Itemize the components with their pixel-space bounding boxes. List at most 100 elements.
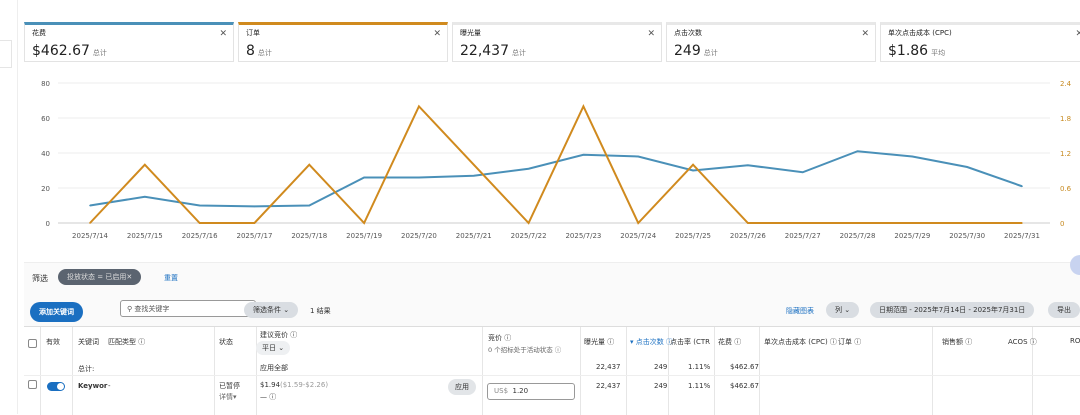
metric-card-orders[interactable]: 订单 8 总计 ✕ [238,22,448,62]
data-point [1021,222,1023,224]
header-impressions[interactable]: 曝光量 ⓘ [584,338,615,346]
date-range-button[interactable]: 日期范围 - 2025年7月14日 - 2025年7月31日 [870,302,1035,318]
left-tick-label: 40 [41,150,50,158]
close-icon[interactable]: ✕ [1075,29,1080,39]
header-suggested-bid[interactable]: 建议竞价 ⓘ [260,331,298,339]
filter-chip[interactable]: 投放状态 = 已启用✕ [58,269,142,285]
right-tick-label: 0.6 [1060,185,1072,193]
active-toggle[interactable] [47,382,65,391]
header-active: 有效 [46,338,60,346]
export-button[interactable]: 导出 [1048,302,1080,318]
select-all-checkbox[interactable] [28,339,37,348]
row-impressions: 22,437 [596,382,621,390]
right-tick-label: 2.4 [1060,80,1072,88]
data-point [253,222,256,224]
header-clicks[interactable]: ▾ 点击次数 ⓘ [630,338,673,346]
metric-cards: 花费 $462.67 总计 ✕ 订单 8 总计 ✕ 曝光量 22,437 总计 ✕ 点击次数 249… [24,22,1080,62]
header-keyword[interactable]: 关键词 [78,338,99,346]
data-point [582,105,585,108]
data-point [363,176,365,179]
header-spend[interactable]: 花费 ⓘ [718,338,742,346]
data-point [856,222,859,224]
metric-label: 订单 [246,29,260,37]
header-bid[interactable]: 竞价 ⓘ [488,334,512,342]
data-point [418,176,420,179]
metric-card-impressions[interactable]: 曝光量 22,437 总计 ✕ [452,22,662,62]
x-tick-label: 2025/7/15 [127,232,163,240]
filter-conditions-button[interactable]: 筛选条件 ⌄ [244,302,299,318]
data-point [911,155,914,158]
data-point [1021,185,1023,188]
keyword-table: 有效 关键词 匹配类型 ⓘ 状态 建议竞价 ⓘ 平日 ⌄ 应用全部 竞价 ⓘ 0… [24,326,1080,415]
metric-suffix: 平均 [931,49,946,57]
reset-link[interactable]: 重置 [164,274,178,282]
row-clicks: 249 [654,382,668,390]
metric-label: 单次点击成本 (CPC) [888,29,952,37]
header-ctr[interactable]: 点击率 (CTR [670,338,710,346]
row-checkbox[interactable] [28,380,37,389]
metric-label: 曝光量 [460,29,481,37]
row-ctr: 1.11% [688,382,711,390]
total-label: 总计: [78,365,95,373]
apply-all-link[interactable]: 应用全部 [260,364,288,372]
close-icon[interactable]: ✕ [647,29,655,39]
keyword-text[interactable]: Keywor [78,382,108,390]
header-sales[interactable]: 销售额 ⓘ [942,338,973,346]
x-tick-label: 2025/7/23 [565,232,601,240]
data-point [637,155,640,158]
header-roas[interactable]: RO [1070,337,1080,345]
x-tick-label: 2025/7/21 [456,232,492,240]
floating-help-button[interactable] [1070,255,1080,275]
total-impressions: 22,437 [596,363,621,371]
data-point [253,205,256,208]
hide-chart-link[interactable]: 隐藏图表 [786,307,814,315]
metric-card-spend[interactable]: 花费 $462.67 总计 ✕ [24,22,234,62]
close-icon[interactable]: ✕ [861,29,869,39]
data-point [747,222,749,224]
x-tick-label: 2025/7/14 [72,232,108,240]
data-point [692,163,694,166]
x-tick-label: 2025/7/20 [401,232,437,240]
data-point [966,166,968,168]
series-line-left [89,150,1023,208]
data-point [966,222,968,224]
data-point [89,204,91,207]
close-icon[interactable]: ✕ [433,29,441,39]
metric-value: $1.86 [888,43,929,59]
data-point [527,167,530,170]
x-tick-label: 2025/7/28 [840,232,876,240]
weekday-select[interactable]: 平日 ⌄ [256,341,291,355]
metric-suffix: 总计 [512,49,526,57]
search-placeholder: 查找关键字 [134,305,170,313]
search-icon: ⚲ [127,305,135,313]
metric-card-cpc[interactable]: 单次点击成本 (CPC) $1.86 平均 ✕ [880,22,1080,62]
active-bids-note: 0 个招标处于活动状态 ⓘ [488,346,562,354]
metric-value: $462.67 [32,43,90,59]
header-status[interactable]: 状态 [219,338,233,346]
left-tick-label: 0 [46,220,50,228]
x-tick-label: 2025/7/17 [237,232,273,240]
header-acos[interactable]: ACOS ⓘ [1008,338,1037,346]
header-orders[interactable]: 订单 ⓘ [838,338,862,346]
search-input[interactable]: ⚲ 查找关键字 [120,300,256,317]
header-match-type[interactable]: 匹配类型 ⓘ [108,338,146,346]
total-ctr: 1.11% [688,363,711,371]
currency-label: US$ [494,387,509,395]
details-dropdown[interactable]: 详情▾ [219,393,237,401]
data-point [89,222,91,224]
data-point [637,222,640,224]
add-keyword-button[interactable]: 添加关键词 [30,302,83,322]
bid-input[interactable]: US$ 1.20 [487,383,575,400]
data-point [308,163,311,166]
left-panel-tab[interactable] [0,40,12,68]
columns-button[interactable]: 列 ⌄ [826,302,860,318]
x-tick-label: 2025/7/19 [346,232,382,240]
x-tick-label: 2025/7/24 [620,232,656,240]
data-point [144,195,146,198]
apply-button[interactable]: 应用 [448,379,476,395]
metric-card-clicks[interactable]: 点击次数 249 总计 ✕ [666,22,876,62]
header-cpc[interactable]: 单次点击成本 (CPC) ⓘ [764,338,837,346]
suggested-range: ($1.59-$2.26) [280,381,329,389]
close-icon[interactable]: ✕ [219,29,227,39]
metric-value: 249 [674,43,701,59]
